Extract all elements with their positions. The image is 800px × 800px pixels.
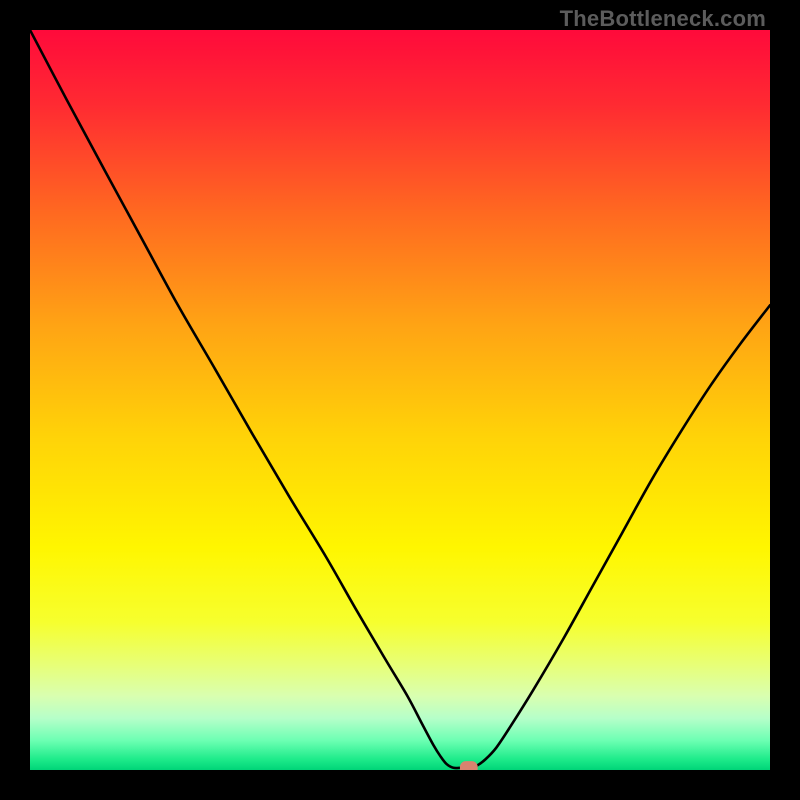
chart-frame: TheBottleneck.com	[0, 0, 800, 800]
bottleneck-curve	[30, 30, 770, 770]
plot-area	[30, 30, 770, 770]
watermark-text: TheBottleneck.com	[560, 6, 766, 32]
